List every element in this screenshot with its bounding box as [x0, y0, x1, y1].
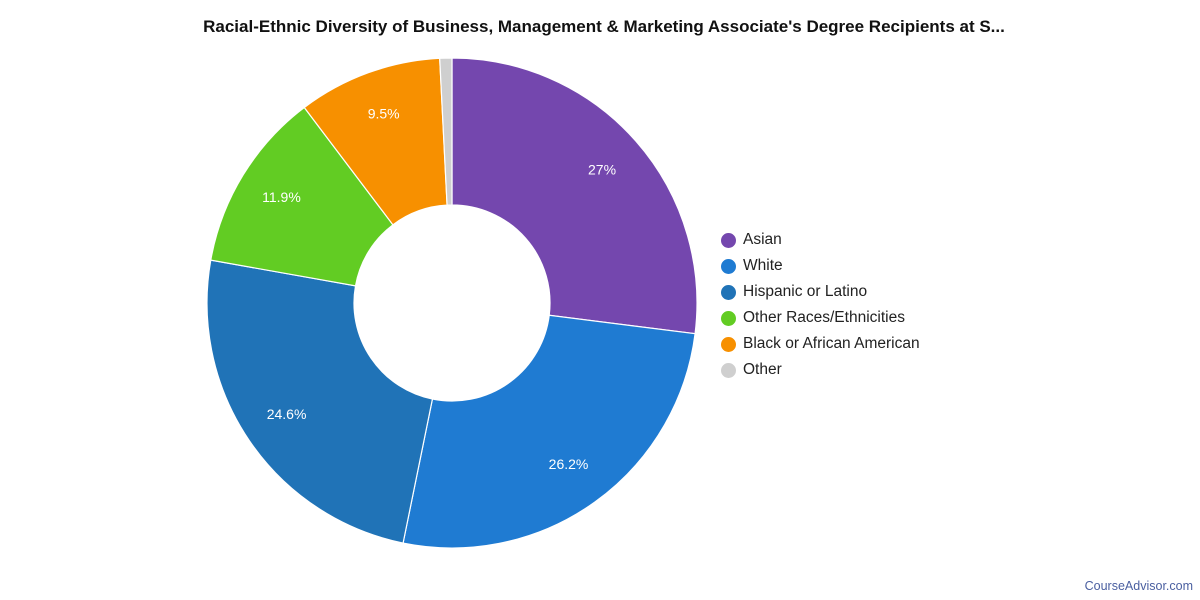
- legend-item-black-or-african-american[interactable]: Black or African American: [721, 331, 920, 357]
- legend-label: Other Races/Ethnicities: [743, 309, 905, 326]
- legend-swatch: [721, 258, 736, 274]
- legend-swatch: [721, 232, 736, 248]
- slice-other-races-ethnicities[interactable]: [210, 106, 394, 287]
- legend-swatch: [721, 310, 736, 326]
- legend-label: White: [743, 257, 783, 274]
- legend-item-white[interactable]: White: [721, 253, 920, 279]
- slice-label-asian: 27%: [588, 161, 616, 177]
- source-credit[interactable]: CourseAdvisor.com: [1084, 579, 1193, 593]
- legend-swatch: [721, 336, 736, 352]
- legend-swatch: [721, 362, 736, 378]
- slice-other[interactable]: [439, 57, 453, 206]
- chart-title: Racial-Ethnic Diversity of Business, Man…: [203, 17, 1005, 36]
- legend-label: Asian: [743, 231, 782, 248]
- legend-label: Other: [743, 361, 782, 378]
- slice-label-black-or-african-american: 9.5%: [368, 106, 400, 122]
- slice-label-hispanic-or-latino: 24.6%: [267, 406, 307, 422]
- legend-label: Black or African American: [743, 335, 920, 352]
- legend-item-asian[interactable]: Asian: [721, 227, 920, 253]
- slice-label-other-races-ethnicities: 11.9%: [262, 189, 301, 205]
- slice-hispanic-or-latino[interactable]: [206, 259, 434, 544]
- legend-item-hispanic-or-latino[interactable]: Hispanic or Latino: [721, 279, 920, 305]
- legend-label: Hispanic or Latino: [743, 283, 868, 300]
- chart-legend: Asian White Hispanic or Latino Other Races/…: [721, 227, 920, 383]
- legend-item-other[interactable]: Other: [721, 357, 920, 383]
- legend-item-other-races-ethnicities[interactable]: Other Races/Ethnicities: [721, 305, 920, 331]
- slice-label-white: 26.2%: [549, 456, 589, 472]
- slice-white[interactable]: [402, 314, 696, 549]
- legend-swatch: [721, 284, 736, 300]
- slice-asian[interactable]: [451, 57, 698, 335]
